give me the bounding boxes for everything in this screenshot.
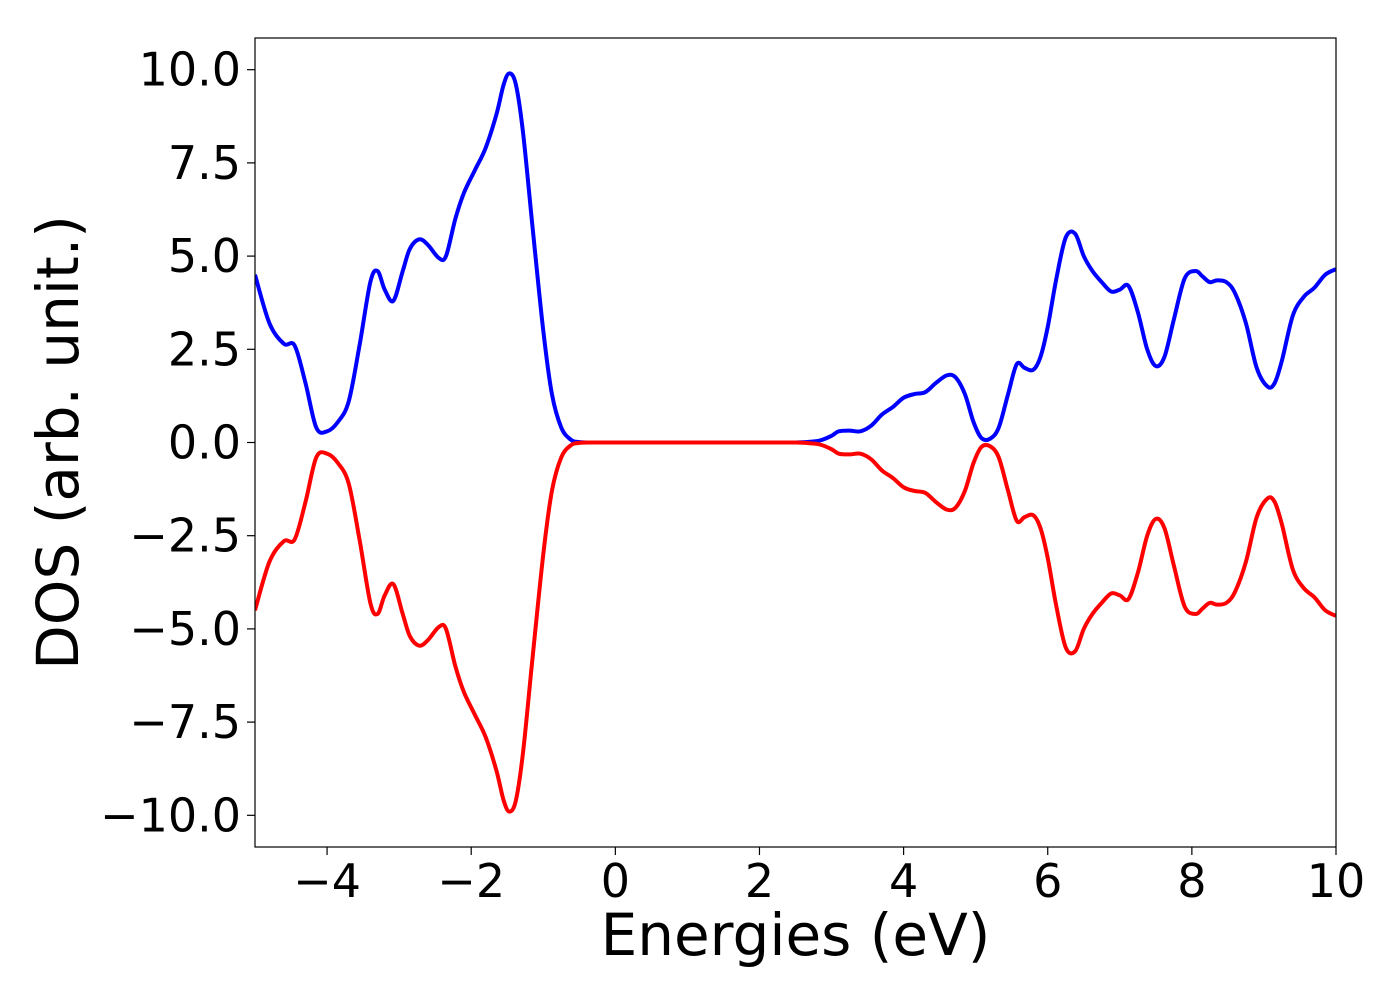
dos-series-up <box>255 71 1336 445</box>
y-tick-label: 2.5 <box>168 322 241 376</box>
x-tick-label: 10 <box>1307 854 1366 908</box>
y-tick-label: −7.5 <box>129 695 241 749</box>
x-tick-label: 6 <box>1033 854 1062 908</box>
y-tick-label: −2.5 <box>129 509 241 563</box>
x-tick-label: 0 <box>601 854 630 908</box>
plot-lines <box>255 71 1336 814</box>
x-tick-label: 4 <box>889 854 918 908</box>
x-tick-label: −2 <box>437 854 505 908</box>
y-tick-label: 10.0 <box>139 43 241 97</box>
x-tick-label: 2 <box>745 854 774 908</box>
y-tick-label: 0.0 <box>168 416 241 470</box>
y-tick-label: −10.0 <box>100 788 241 842</box>
x-tick-label: −4 <box>293 854 361 908</box>
axis-ticks: −4 −2 0 2 4 6 8 10 10.0 7.5 5.0 2.5 0.0 −2.5 −5.0 −7.5 −… <box>100 43 1365 908</box>
y-axis-label: DOS (arb. unit.) <box>24 215 92 670</box>
x-axis-label: Energies (eV) <box>601 901 991 969</box>
y-tick-label: 5.0 <box>168 229 241 283</box>
y-tick-label: 7.5 <box>168 136 241 190</box>
dos-series-down <box>255 440 1336 814</box>
y-tick-label: −5.0 <box>129 602 241 656</box>
x-tick-label: 8 <box>1177 854 1206 908</box>
